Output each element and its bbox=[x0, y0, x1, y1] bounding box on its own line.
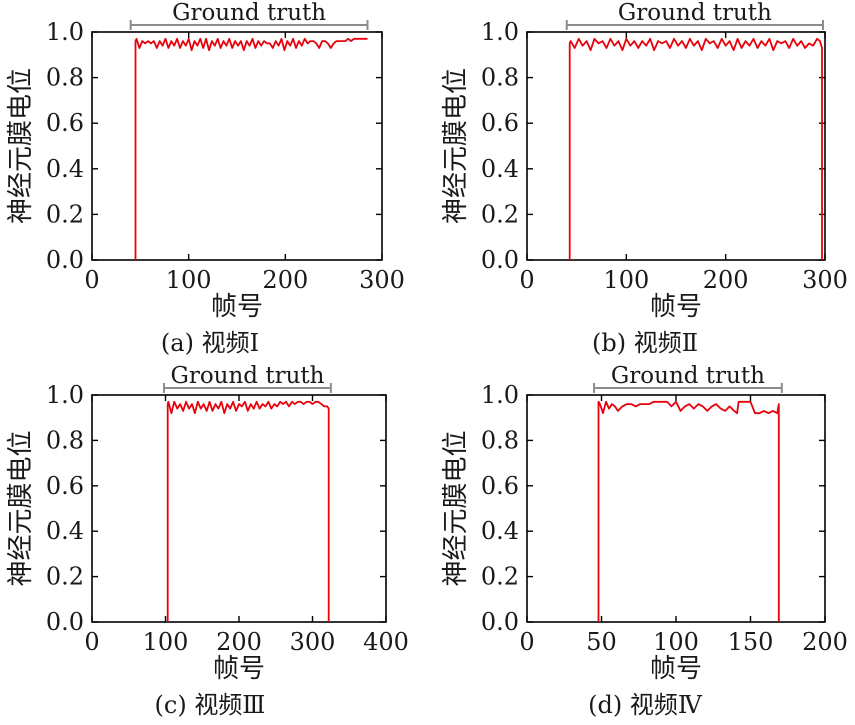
y-axis-label: 神经元膜电位 bbox=[6, 68, 36, 224]
ground-truth-label: Ground truth bbox=[172, 0, 326, 26]
x-tick-label: 300 bbox=[290, 628, 336, 656]
y-tick-label: 0.8 bbox=[46, 64, 84, 92]
y-tick-label: 0.8 bbox=[481, 426, 519, 454]
x-tick-label: 200 bbox=[802, 628, 848, 656]
series-line-0 bbox=[597, 400, 780, 622]
y-tick-label: 1.0 bbox=[46, 18, 84, 46]
plot-frame bbox=[526, 31, 826, 261]
y-tick-label: 0.4 bbox=[46, 155, 84, 183]
x-tick-label: 0 bbox=[519, 628, 534, 656]
x-axis-label: 帧号 bbox=[213, 654, 265, 684]
series-line-0 bbox=[134, 37, 368, 260]
y-tick-label: 0.0 bbox=[46, 608, 84, 636]
x-tick-label: 0 bbox=[84, 628, 99, 656]
panel-caption: (d) 视频Ⅳ bbox=[588, 691, 703, 719]
series-line-0 bbox=[568, 37, 823, 260]
plot-frame bbox=[91, 394, 387, 623]
panel-caption: (a) 视频Ⅰ bbox=[161, 329, 259, 357]
chart-panel-3: 0.0 0.2 0.4 0.6 0.8 1.0 0 50 100 150 200 Ground tru… bbox=[441, 363, 848, 719]
y-axis-label: 神经元膜电位 bbox=[441, 68, 471, 224]
series-line-0 bbox=[166, 400, 330, 622]
y-tick-label: 0.4 bbox=[46, 517, 84, 545]
x-tick-label: 0 bbox=[519, 266, 534, 294]
y-tick-label: 1.0 bbox=[46, 381, 84, 409]
y-tick-label: 0.0 bbox=[481, 246, 519, 274]
y-tick-label: 0.4 bbox=[481, 517, 519, 545]
x-tick-label: 300 bbox=[359, 266, 405, 294]
x-tick-label: 50 bbox=[586, 628, 617, 656]
x-tick-label: 200 bbox=[216, 628, 262, 656]
x-tick-label: 100 bbox=[143, 628, 189, 656]
x-tick-label: 400 bbox=[363, 628, 409, 656]
x-tick-label: 100 bbox=[603, 266, 649, 294]
y-tick-label: 1.0 bbox=[481, 18, 519, 46]
y-tick-label: 0.0 bbox=[481, 608, 519, 636]
y-tick-label: 0.6 bbox=[46, 109, 84, 137]
y-axis-label: 神经元膜电位 bbox=[441, 430, 471, 586]
x-tick-label: 100 bbox=[166, 266, 212, 294]
y-tick-label: 0.8 bbox=[481, 64, 519, 92]
y-tick-label: 0.2 bbox=[46, 563, 84, 591]
y-tick-label: 0.2 bbox=[481, 563, 519, 591]
plot-frame bbox=[91, 31, 383, 261]
x-axis-label: 帧号 bbox=[650, 654, 702, 684]
y-tick-label: 0.6 bbox=[481, 472, 519, 500]
x-axis-label: 帧号 bbox=[650, 292, 702, 322]
chart-panel-0: 0.0 0.2 0.4 0.6 0.8 1.0 0 100 200 300 Ground truth… bbox=[6, 0, 405, 357]
ground-truth-label: Ground truth bbox=[618, 0, 772, 26]
x-tick-label: 200 bbox=[262, 266, 308, 294]
ground-truth-label: Ground truth bbox=[170, 363, 324, 389]
chart-panel-1: 0.0 0.2 0.4 0.6 0.8 1.0 0 100 200 300 Ground truth… bbox=[441, 0, 848, 357]
y-tick-label: 0.4 bbox=[481, 155, 519, 183]
y-tick-label: 0.6 bbox=[46, 472, 84, 500]
y-tick-label: 1.0 bbox=[481, 381, 519, 409]
x-axis-label: 帧号 bbox=[211, 292, 263, 322]
ground-truth-label: Ground truth bbox=[611, 363, 765, 389]
y-tick-label: 0.0 bbox=[46, 246, 84, 274]
y-tick-label: 0.6 bbox=[481, 109, 519, 137]
y-tick-label: 0.2 bbox=[481, 200, 519, 228]
panel-caption: (b) 视频Ⅱ bbox=[592, 329, 698, 357]
y-axis-label: 神经元膜电位 bbox=[6, 430, 36, 586]
x-tick-label: 300 bbox=[802, 266, 848, 294]
y-tick-label: 0.8 bbox=[46, 426, 84, 454]
chart-panel-2: 0.0 0.2 0.4 0.6 0.8 1.0 0 100 200 300 400 Ground tr… bbox=[6, 363, 409, 719]
panel-caption: (c) 视频Ⅲ bbox=[155, 691, 266, 719]
x-tick-label: 100 bbox=[653, 628, 699, 656]
x-tick-label: 0 bbox=[84, 266, 99, 294]
x-tick-label: 150 bbox=[728, 628, 774, 656]
x-tick-label: 200 bbox=[703, 266, 749, 294]
y-tick-label: 0.2 bbox=[46, 200, 84, 228]
plot-frame bbox=[526, 394, 826, 623]
